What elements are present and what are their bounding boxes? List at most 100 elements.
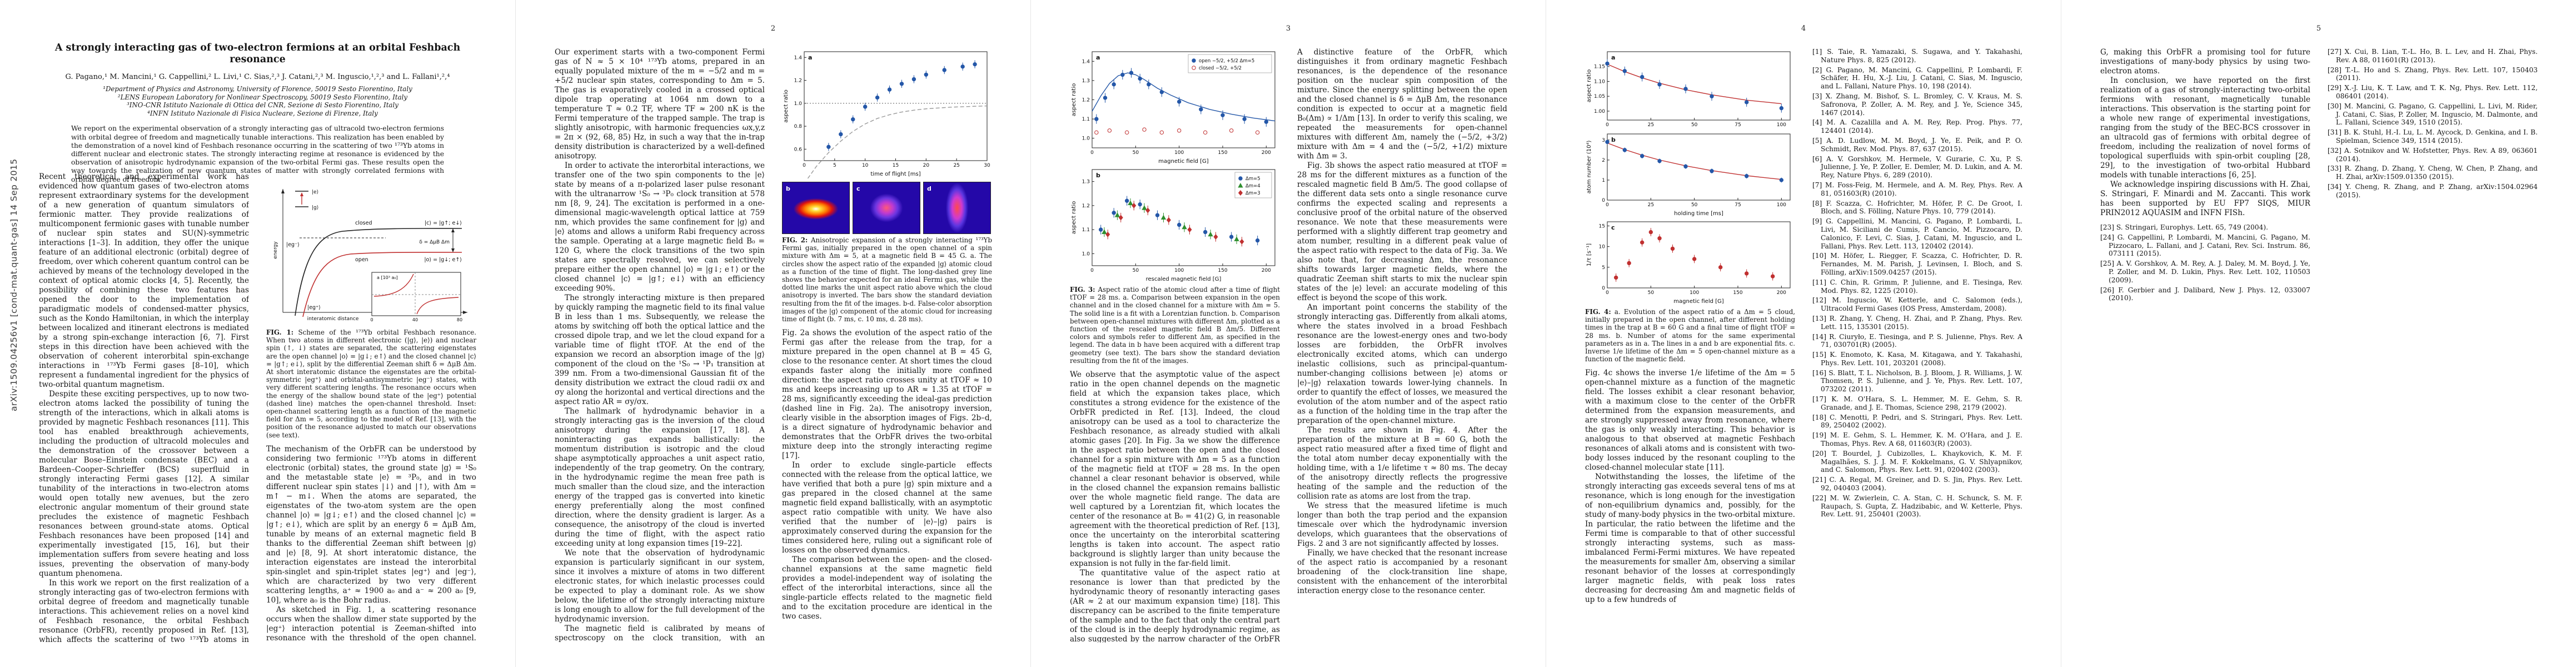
page5-conclusion-text: G, making this OrbFR a promising tool fo… xyxy=(2100,48,2310,218)
page-2: 2 Our experiment starts with a two-compo… xyxy=(515,0,1030,667)
svg-text:40: 40 xyxy=(412,317,418,322)
paragraph: Fig. 4c shows the inverse 1/e lifetime o… xyxy=(1585,369,1795,472)
svg-text:100: 100 xyxy=(1174,150,1184,156)
reference-item: [21] C. A. Regal, M. Greiner, and D. S. … xyxy=(1812,476,2022,492)
reference-item: [31] B. K. Stuhl, H.-I. Lu, L. M. Aycock… xyxy=(2328,128,2538,145)
svg-text:1.4: 1.4 xyxy=(794,55,803,61)
reference-item: [18] C. Menotti, P. Pedri, and S. String… xyxy=(1812,413,2022,430)
svg-text:1.0: 1.0 xyxy=(794,101,803,107)
svg-text:1.3: 1.3 xyxy=(1082,180,1090,185)
svg-text:time of flight [ms]: time of flight [ms] xyxy=(870,171,920,177)
page-1: arXiv:1509.04256v1 [cond-mat.quant-gas] … xyxy=(0,0,515,667)
page5-right-references: [27] X. Cui, B. Lian, T.-L. Ho, B. L. Le… xyxy=(2328,48,2538,643)
page1-right-column: energy interatomic distance δ = ΔμB Δm |… xyxy=(266,172,476,643)
absorption-image-b: b xyxy=(782,182,850,234)
page-3: 3 0 50 100 150 200 1.0 1.1 1.2 1.3 1.4 magnetic fi… xyxy=(1030,0,1546,667)
page-number: 2 xyxy=(770,24,776,33)
open-channel-curve xyxy=(302,252,462,317)
svg-text:magnetic field [G]: magnetic field [G] xyxy=(1673,298,1723,305)
svg-text:25: 25 xyxy=(1648,202,1654,208)
paragraph: We note that the observation of hydrodyn… xyxy=(555,549,765,624)
fig2-caption-text: Anisotropic expansion of a strongly inte… xyxy=(782,236,992,323)
reference-item: [7] M. Foss-Feig, M. Hermele, and A. M. … xyxy=(1812,181,2022,197)
svg-text:aspect ratio: aspect ratio xyxy=(1586,69,1592,103)
svg-text:0.8: 0.8 xyxy=(794,124,803,130)
paragraph: ⁴INFN Istituto Nazionale di Fisica Nucle… xyxy=(147,109,378,117)
reference-item: [6] A. V. Gorshkov, M. Hermele, V. Gurar… xyxy=(1812,155,2022,180)
svg-text:50: 50 xyxy=(1648,290,1655,296)
paragraph: Fig. 2a shows the evolution of the aspec… xyxy=(782,328,992,461)
svg-text:c: c xyxy=(1611,224,1615,231)
paragraph: The quantitative value of the aspect rat… xyxy=(1070,569,1280,643)
fig1-e-label: |e⟩ xyxy=(312,190,318,195)
reference-item: [25] A. V. Gorshkov, A. M. Rey, A. J. Da… xyxy=(2100,260,2310,284)
reference-item: [27] X. Cui, B. Lian, T.-L. Ho, B. L. Le… xyxy=(2328,48,2538,64)
reference-item: [8] F. Scazza, C. Hofrichter, M. Höfer, … xyxy=(1812,199,2022,216)
reference-item: [17] K. M. O'Hara, S. L. Hemmer, M. E. G… xyxy=(1812,395,2022,411)
reference-item: [20] T. Bourdel, J. Cubizolles, L. Khayk… xyxy=(1812,449,2022,474)
svg-text:holding time [ms]: holding time [ms] xyxy=(1674,211,1723,217)
paragraph: The strongly interacting mixture is then… xyxy=(555,293,765,406)
reference-item: [24] G. Cappellini, P. Lombardi, M. Manc… xyxy=(2100,233,2310,258)
svg-text:rescaled magnetic field [G]: rescaled magnetic field [G] xyxy=(1146,276,1222,282)
fig1-egp-label: |eg⁺⟩ xyxy=(307,305,321,311)
fig1-open-label: open xyxy=(355,257,368,263)
abstract: We report on the experimental observatio… xyxy=(71,125,444,183)
fig1-schematic: energy interatomic distance δ = ΔμB Δm |… xyxy=(273,189,467,322)
reference-item: [33] R. Zhang, D. Zhang, Y. Cheng, W. Ch… xyxy=(2328,165,2538,181)
reference-item: [4] M. A. Cazalilla and A. M. Rey, Rep. … xyxy=(1812,118,2022,135)
svg-text:Δm=3: Δm=3 xyxy=(1245,191,1260,196)
reference-item: [5] A. D. Ludlow, M. M. Boyd, J. Ye, E. … xyxy=(1812,136,2022,153)
fig3-panel-b-chart: 0 50 100 150 200 1.0 1.1 1.2 1.3 rescaled magneti… xyxy=(1070,166,1280,283)
reference-item: [29] X.-J. Liu, K. T. Law, and T. K. Ng,… xyxy=(2328,84,2538,100)
fig1-ylabel: energy xyxy=(273,241,278,259)
svg-text:1.0: 1.0 xyxy=(1082,136,1090,142)
reference-item: [2] G. Pagano, M. Mancini, G. Cappellini… xyxy=(1812,66,2022,91)
svg-text:aspect ratio: aspect ratio xyxy=(1071,83,1077,117)
affiliation-list: ¹Department of Physics and Astronomy, Un… xyxy=(0,85,515,117)
svg-text:75: 75 xyxy=(1735,202,1741,208)
page4-left-text: Fig. 4c shows the inverse 1/e lifetime o… xyxy=(1585,369,1795,605)
paragraph: G, making this OrbFR a promising tool fo… xyxy=(2100,48,2310,76)
paper-title: A strongly interacting gas of two-electr… xyxy=(54,42,461,65)
paragraph: Recent theoretical and experimental work… xyxy=(39,172,249,389)
svg-text:1: 1 xyxy=(1602,178,1605,183)
reference-item: [22] M. W. Zwierlein, C. A. Stan, C. H. … xyxy=(1812,494,2022,519)
svg-text:25: 25 xyxy=(1648,122,1654,128)
paragraph: Our experiment starts with a two-compone… xyxy=(555,48,765,161)
page2-right-text: Fig. 2a shows the evolution of the aspec… xyxy=(782,328,992,621)
reference-item: [26] F. Gerbier and J. Dalibard, New J. … xyxy=(2100,286,2310,302)
svg-text:50: 50 xyxy=(1133,150,1139,156)
page-5: 5 G, making this OrbFR a promising tool … xyxy=(2061,0,2576,667)
paragraph: In order to activate the interorbital in… xyxy=(555,161,765,293)
paragraph: The mechanism of the OrbFR can be unders… xyxy=(266,444,476,605)
svg-text:100: 100 xyxy=(1690,290,1699,296)
svg-text:0: 0 xyxy=(1606,290,1609,296)
reference-item: [16] S. Blatt, T. L. Nicholson, B. J. Bl… xyxy=(1812,369,2022,394)
fig2-caption: FIG. 2: Anisotropic expansion of a stron… xyxy=(782,236,992,323)
svg-text:a: a xyxy=(1096,54,1100,61)
svg-text:100: 100 xyxy=(1777,122,1786,128)
fig1-egm-label: |eg⁻⟩ xyxy=(286,242,300,248)
svg-text:0: 0 xyxy=(370,317,373,322)
fig1-caption-label: FIG. 1: xyxy=(266,328,294,336)
title-block: A strongly interacting gas of two-electr… xyxy=(0,0,515,184)
svg-text:aspect ratio: aspect ratio xyxy=(783,89,789,123)
paragraph: We stress that the measured lifetime is … xyxy=(1297,501,1507,548)
svg-text:b: b xyxy=(1096,172,1100,179)
reference-item: [23] S. Stringari, Europhys. Lett. 65, 7… xyxy=(2100,223,2269,231)
svg-text:0: 0 xyxy=(803,163,806,168)
svg-text:magnetic field [G]: magnetic field [G] xyxy=(1158,158,1208,165)
fig1-delta-label: δ = ΔμB Δm xyxy=(419,240,450,245)
svg-text:1.10: 1.10 xyxy=(1594,79,1605,84)
page-4: 4 0 25 50 75 100 1.00 1.05 1.10 1.15 aspect ratio… xyxy=(1546,0,2061,667)
fig4-panel-b-chart: 0 25 50 75 100 0 1 2 3 holding time [ms] atom numb… xyxy=(1585,130,1795,218)
fig4-caption-label: FIG. 4: xyxy=(1585,308,1611,316)
paragraph: We acknowledge inspiring discussions wit… xyxy=(2100,180,2310,217)
reference-item: [30] M. Mancini, G. Pagano, G. Cappellin… xyxy=(2328,102,2538,127)
svg-text:1.2: 1.2 xyxy=(1082,98,1090,103)
page5-left-references: [23] S. Stringari, Europhys. Lett. 65, 7… xyxy=(2100,223,2310,302)
svg-text:0: 0 xyxy=(1602,198,1605,203)
